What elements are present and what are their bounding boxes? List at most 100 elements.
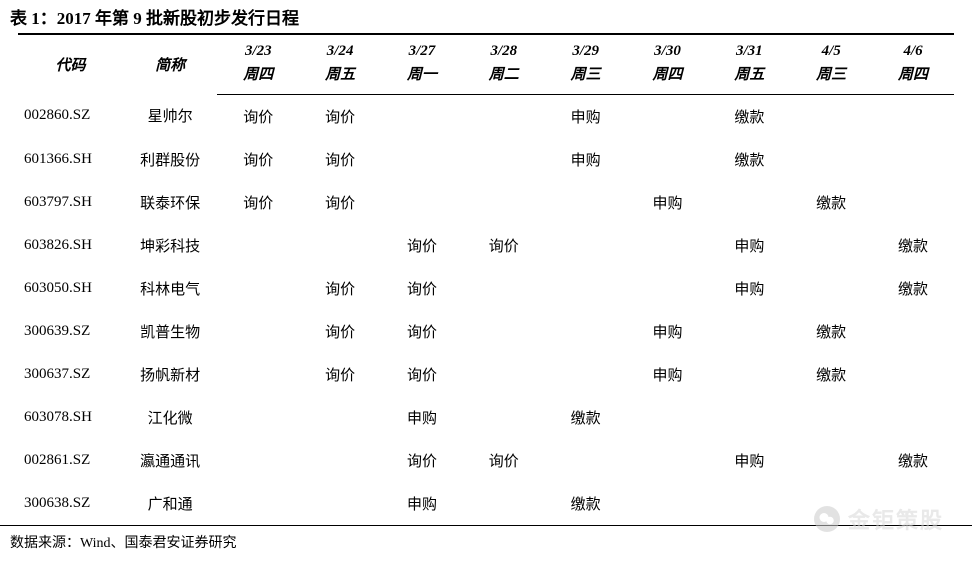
cell-event	[872, 310, 954, 353]
cell-event: 缴款	[708, 94, 790, 138]
cell-event	[872, 181, 954, 224]
cell-event: 缴款	[790, 181, 872, 224]
cell-code: 603826.SH	[18, 224, 123, 267]
col-header-weekday: 周四	[627, 63, 709, 94]
cell-event	[627, 482, 709, 525]
cell-code: 002861.SZ	[18, 439, 123, 482]
table-row: 603797.SH联泰环保询价询价申购缴款	[18, 181, 954, 224]
cell-name: 科林电气	[123, 267, 217, 310]
cell-event: 缴款	[545, 482, 627, 525]
cell-event: 申购	[545, 94, 627, 138]
table-body: 002860.SZ星帅尔询价询价申购缴款601366.SH利群股份询价询价申购缴…	[18, 94, 954, 525]
cell-event	[545, 181, 627, 224]
col-header-date: 3/28	[463, 34, 545, 63]
cell-event	[790, 224, 872, 267]
cell-event: 申购	[381, 396, 463, 439]
col-header-name: 简称	[123, 34, 217, 94]
cell-name: 江化微	[123, 396, 217, 439]
cell-event	[545, 439, 627, 482]
cell-event	[790, 267, 872, 310]
col-header-weekday: 周三	[790, 63, 872, 94]
cell-code: 603078.SH	[18, 396, 123, 439]
cell-event: 询价	[217, 138, 299, 181]
cell-event	[463, 353, 545, 396]
cell-event	[217, 224, 299, 267]
cell-name: 瀛通通讯	[123, 439, 217, 482]
col-header-date: 4/5	[790, 34, 872, 63]
cell-event: 缴款	[872, 439, 954, 482]
cell-event: 询价	[217, 94, 299, 138]
cell-code: 300638.SZ	[18, 482, 123, 525]
cell-event: 询价	[299, 181, 381, 224]
cell-event	[872, 138, 954, 181]
col-header-date: 4/6	[872, 34, 954, 63]
table-container: 代码 简称 3/23 3/24 3/27 3/28 3/29 3/30 3/31…	[0, 33, 972, 525]
cell-event: 申购	[708, 224, 790, 267]
cell-event	[217, 310, 299, 353]
table-row: 300637.SZ扬帆新材询价询价申购缴款	[18, 353, 954, 396]
cell-name: 广和通	[123, 482, 217, 525]
cell-event: 缴款	[872, 224, 954, 267]
cell-event	[872, 94, 954, 138]
cell-event	[381, 94, 463, 138]
cell-code: 603797.SH	[18, 181, 123, 224]
cell-event: 询价	[381, 439, 463, 482]
col-header-weekday: 周四	[217, 63, 299, 94]
cell-event: 申购	[708, 439, 790, 482]
cell-event	[299, 224, 381, 267]
col-header-weekday: 周五	[299, 63, 381, 94]
cell-event: 申购	[708, 267, 790, 310]
cell-event: 询价	[299, 353, 381, 396]
cell-event	[790, 396, 872, 439]
col-header-date: 3/24	[299, 34, 381, 63]
cell-event: 询价	[381, 353, 463, 396]
cell-event	[299, 439, 381, 482]
cell-event: 询价	[463, 439, 545, 482]
table-row: 601366.SH利群股份询价询价申购缴款	[18, 138, 954, 181]
watermark-text: 金钜策股	[848, 503, 944, 535]
cell-name: 利群股份	[123, 138, 217, 181]
cell-name: 凯普生物	[123, 310, 217, 353]
cell-code: 300637.SZ	[18, 353, 123, 396]
cell-event: 询价	[299, 310, 381, 353]
cell-event	[790, 138, 872, 181]
cell-event	[627, 267, 709, 310]
col-header-weekday: 周二	[463, 63, 545, 94]
cell-event: 申购	[627, 353, 709, 396]
cell-name: 联泰环保	[123, 181, 217, 224]
cell-code: 601366.SH	[18, 138, 123, 181]
cell-code: 002860.SZ	[18, 94, 123, 138]
col-header-weekday: 周四	[872, 63, 954, 94]
cell-code: 603050.SH	[18, 267, 123, 310]
col-header-date: 3/30	[627, 34, 709, 63]
cell-event	[463, 138, 545, 181]
cell-event	[217, 439, 299, 482]
cell-event	[545, 310, 627, 353]
watermark: 金钜策股	[814, 503, 944, 535]
cell-event	[217, 267, 299, 310]
cell-code: 300639.SZ	[18, 310, 123, 353]
cell-event: 缴款	[872, 267, 954, 310]
cell-event: 询价	[217, 181, 299, 224]
cell-event	[627, 439, 709, 482]
cell-event: 询价	[299, 138, 381, 181]
col-header-weekday: 周一	[381, 63, 463, 94]
cell-event	[463, 267, 545, 310]
cell-event: 询价	[381, 310, 463, 353]
table-title: 表 1：2017 年第 9 批新股初步发行日程	[0, 0, 972, 33]
cell-event	[463, 482, 545, 525]
cell-event	[872, 353, 954, 396]
cell-name: 扬帆新材	[123, 353, 217, 396]
table-row: 603826.SH坤彩科技询价询价申购缴款	[18, 224, 954, 267]
cell-event: 询价	[381, 267, 463, 310]
table-row: 300639.SZ凯普生物询价询价申购缴款	[18, 310, 954, 353]
cell-event: 申购	[381, 482, 463, 525]
cell-event	[545, 224, 627, 267]
cell-event	[708, 181, 790, 224]
ipo-schedule-table: 代码 简称 3/23 3/24 3/27 3/28 3/29 3/30 3/31…	[18, 33, 954, 525]
cell-event: 询价	[463, 224, 545, 267]
cell-event: 询价	[299, 94, 381, 138]
cell-event	[381, 138, 463, 181]
col-header-date: 3/27	[381, 34, 463, 63]
cell-event	[708, 310, 790, 353]
